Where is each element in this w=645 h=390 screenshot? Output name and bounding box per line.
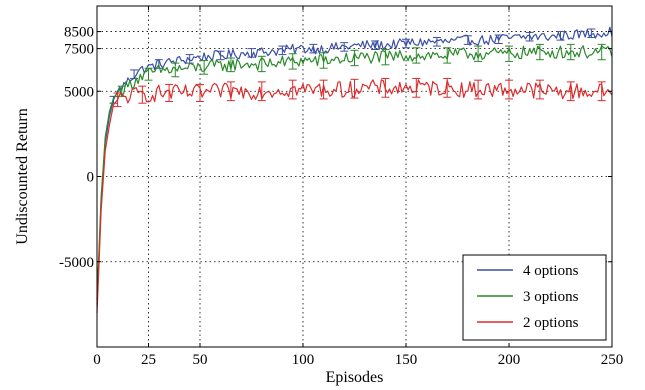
series-3 xyxy=(96,77,613,313)
legend-label: 4 options xyxy=(523,263,579,279)
grid xyxy=(97,6,612,347)
x-tick-labels: 0 25 50 100 150 200 250 xyxy=(93,352,623,368)
x-tick-label: 150 xyxy=(395,352,418,368)
legend-label: 3 options xyxy=(523,289,579,305)
y-tick-label: 5000 xyxy=(64,84,94,100)
y-tick-label: 8500 xyxy=(64,25,94,41)
x-axis-label: Episodes xyxy=(326,369,384,386)
legend-box xyxy=(462,254,607,341)
x-tick-label: 100 xyxy=(292,352,315,368)
legend: 4 options 3 options 2 options xyxy=(462,254,607,341)
x-tick-label: 200 xyxy=(498,352,521,368)
x-tick-label: 0 xyxy=(93,352,101,368)
y-tick-label: 0 xyxy=(87,170,95,186)
series-line xyxy=(96,26,613,305)
series-lines xyxy=(96,26,613,313)
legend-label: 2 options xyxy=(523,315,579,331)
x-tick-label: 50 xyxy=(193,352,208,368)
y-axis-label: Undiscounted Return xyxy=(14,108,31,244)
series-1 xyxy=(96,26,613,305)
tick-marks xyxy=(96,6,613,347)
y-tick-label: 7500 xyxy=(64,42,94,58)
y-tick-label: -5000 xyxy=(59,255,94,271)
x-tick-label: 250 xyxy=(601,352,624,368)
x-tick-label: 25 xyxy=(141,352,156,368)
